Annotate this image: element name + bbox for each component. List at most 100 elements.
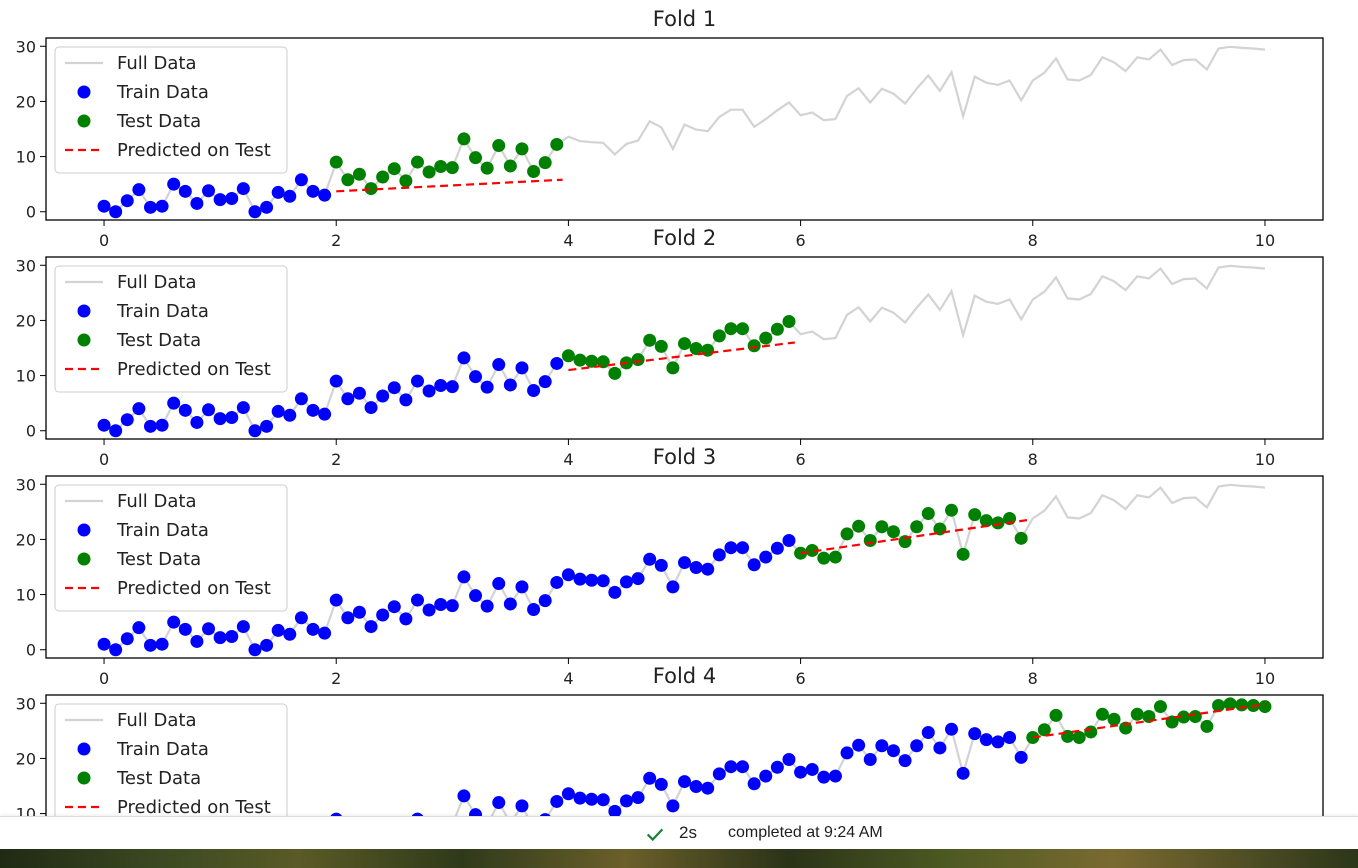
train-point bbox=[654, 777, 668, 791]
train-point bbox=[294, 611, 308, 625]
train-point bbox=[97, 199, 111, 213]
train-point bbox=[190, 634, 204, 648]
legend-label: Predicted on Test bbox=[117, 797, 271, 818]
test-point bbox=[759, 331, 773, 345]
legend-label: Full Data bbox=[117, 272, 196, 293]
plot-area bbox=[97, 483, 1266, 657]
train-point bbox=[527, 383, 541, 397]
test-point bbox=[527, 164, 541, 178]
train-point bbox=[213, 412, 227, 426]
y-tick-label: 20 bbox=[16, 530, 36, 549]
legend-label: Full Data bbox=[117, 710, 196, 731]
train-point bbox=[921, 726, 935, 740]
train-point bbox=[933, 741, 947, 755]
test-point bbox=[399, 174, 413, 188]
legend-marker-test bbox=[77, 552, 91, 566]
x-tick-label: 2 bbox=[331, 450, 341, 469]
test-point bbox=[457, 132, 471, 146]
test-point bbox=[712, 329, 726, 343]
train-point bbox=[248, 205, 262, 219]
x-tick-label: 0 bbox=[99, 450, 109, 469]
test-point bbox=[469, 151, 483, 165]
y-tick-label: 0 bbox=[26, 203, 36, 222]
legend: Full Data Train Data Test Data Predicted on… bbox=[54, 46, 288, 174]
y-tick-label: 10 bbox=[16, 586, 36, 605]
train-point bbox=[318, 407, 332, 421]
train-point bbox=[747, 558, 761, 572]
train-point bbox=[875, 739, 889, 753]
axes-frame bbox=[45, 694, 1324, 868]
train-point bbox=[294, 392, 308, 406]
test-point bbox=[341, 173, 355, 187]
x-tick-label: 2 bbox=[331, 669, 341, 688]
legend-label: Full Data bbox=[117, 491, 196, 512]
train-point bbox=[759, 550, 773, 564]
x-tick-label: 6 bbox=[795, 231, 805, 250]
train-point bbox=[109, 424, 123, 438]
x-tick-label: 8 bbox=[1028, 450, 1038, 469]
completion-time: completed at 9:24 AM bbox=[728, 824, 883, 841]
train-point bbox=[666, 799, 680, 813]
train-point bbox=[678, 556, 691, 570]
train-point bbox=[155, 199, 169, 213]
train-point bbox=[341, 392, 355, 406]
legend-marker-train bbox=[77, 742, 91, 756]
test-point bbox=[492, 139, 506, 153]
train-point bbox=[132, 621, 146, 635]
train-point bbox=[155, 418, 169, 432]
train-point bbox=[666, 580, 680, 594]
train-point bbox=[213, 193, 227, 207]
train-point bbox=[109, 643, 123, 657]
legend-marker-train bbox=[77, 523, 91, 537]
test-point bbox=[1223, 697, 1237, 711]
y-tick-label: 30 bbox=[16, 475, 36, 494]
test-point bbox=[701, 343, 715, 357]
train-point bbox=[97, 418, 111, 432]
train-point bbox=[689, 780, 703, 794]
train-point bbox=[97, 637, 111, 651]
train-point bbox=[294, 173, 308, 187]
train-point bbox=[619, 794, 633, 808]
train-point bbox=[143, 638, 157, 652]
chart-title: Fold 4 bbox=[653, 664, 716, 688]
train-point bbox=[863, 753, 877, 767]
train-point bbox=[167, 177, 181, 191]
train-point bbox=[445, 380, 459, 394]
test-point bbox=[376, 170, 390, 184]
train-point bbox=[910, 739, 924, 753]
y-tick-label: 30 bbox=[16, 37, 36, 56]
test-point bbox=[538, 156, 552, 170]
train-point bbox=[190, 196, 204, 210]
train-point bbox=[515, 361, 529, 375]
test-point bbox=[840, 527, 854, 541]
train-point bbox=[770, 760, 784, 774]
train-point bbox=[608, 804, 622, 818]
test-point bbox=[387, 162, 401, 176]
legend-label: Test Data bbox=[116, 549, 201, 570]
test-point bbox=[608, 366, 622, 380]
train-point bbox=[120, 632, 134, 646]
test-point bbox=[410, 155, 424, 169]
train-point bbox=[991, 735, 1005, 749]
test-point bbox=[782, 315, 796, 329]
train-point bbox=[480, 380, 494, 394]
y-tick-label: 0 bbox=[26, 422, 36, 441]
train-point bbox=[132, 183, 146, 197]
train-point bbox=[515, 799, 529, 813]
legend-label: Test Data bbox=[116, 768, 201, 789]
train-point bbox=[178, 184, 192, 198]
test-point bbox=[515, 142, 529, 156]
test-point bbox=[1153, 700, 1167, 714]
legend: Full Data Train Data Test Data Predicted on… bbox=[54, 265, 288, 393]
test-point bbox=[1200, 719, 1214, 733]
test-point bbox=[596, 355, 610, 369]
train-point bbox=[805, 762, 819, 776]
train-point bbox=[329, 374, 343, 388]
test-point bbox=[968, 508, 982, 522]
train-point bbox=[643, 771, 657, 785]
predicted-line bbox=[336, 178, 563, 193]
test-point bbox=[747, 339, 761, 353]
test-point bbox=[863, 534, 877, 548]
